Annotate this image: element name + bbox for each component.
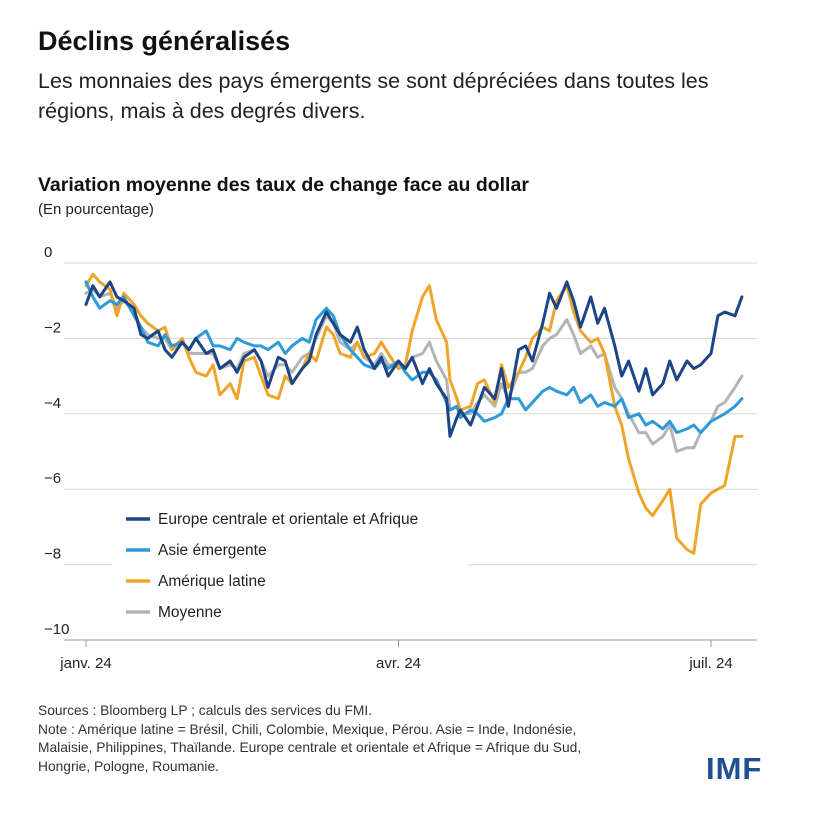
- series-line: [84, 287, 744, 453]
- legend-label: Asie émergente: [158, 542, 267, 559]
- imf-logo: IMF: [706, 751, 763, 786]
- footer-notes: Sources : Bloomberg LP ; calculs des ser…: [38, 702, 728, 776]
- x-tick-label: janv. 24: [59, 655, 111, 672]
- legend-label: Moyenne: [158, 604, 222, 621]
- x-tick-label: juil. 24: [688, 655, 732, 672]
- sources-text: Sources : Bloomberg LP ; calculs des ser…: [38, 703, 373, 718]
- line-chart: 0 −2 −4 −6 −8 −10 janv. 24 avr. 24 juil. 24 Europ…: [44, 244, 757, 672]
- y-tick-label: −4: [44, 395, 61, 412]
- series-line: [84, 272, 744, 555]
- series-line: [84, 280, 744, 438]
- x-tick-label: avr. 24: [376, 655, 421, 672]
- chart-title: Variation moyenne des taux de change fac…: [38, 174, 529, 196]
- note-line: Note : Amérique latine = Brésil, Chili, …: [38, 721, 577, 737]
- chart-unit-label: (En pourcentage): [38, 201, 154, 218]
- y-tick-label: −2: [44, 319, 61, 336]
- note-line: Hongrie, Pologne, Roumanie.: [38, 758, 220, 774]
- legend-box: [112, 503, 468, 629]
- page-subtitle: Les monnaies des pays émergents se sont …: [38, 69, 709, 123]
- y-tick-label: 0: [44, 244, 52, 261]
- y-tick-label: −6: [44, 470, 61, 487]
- page-title: Déclins généralisés: [38, 26, 291, 56]
- legend-label: Europe centrale et orientale et Afrique: [158, 511, 418, 528]
- note-line: Malaisie, Philippines, Thaïlande. Europe…: [38, 740, 582, 755]
- y-tick-label: −10: [44, 621, 69, 638]
- legend-label: Amérique latine: [158, 573, 266, 590]
- y-tick-label: −8: [44, 546, 61, 563]
